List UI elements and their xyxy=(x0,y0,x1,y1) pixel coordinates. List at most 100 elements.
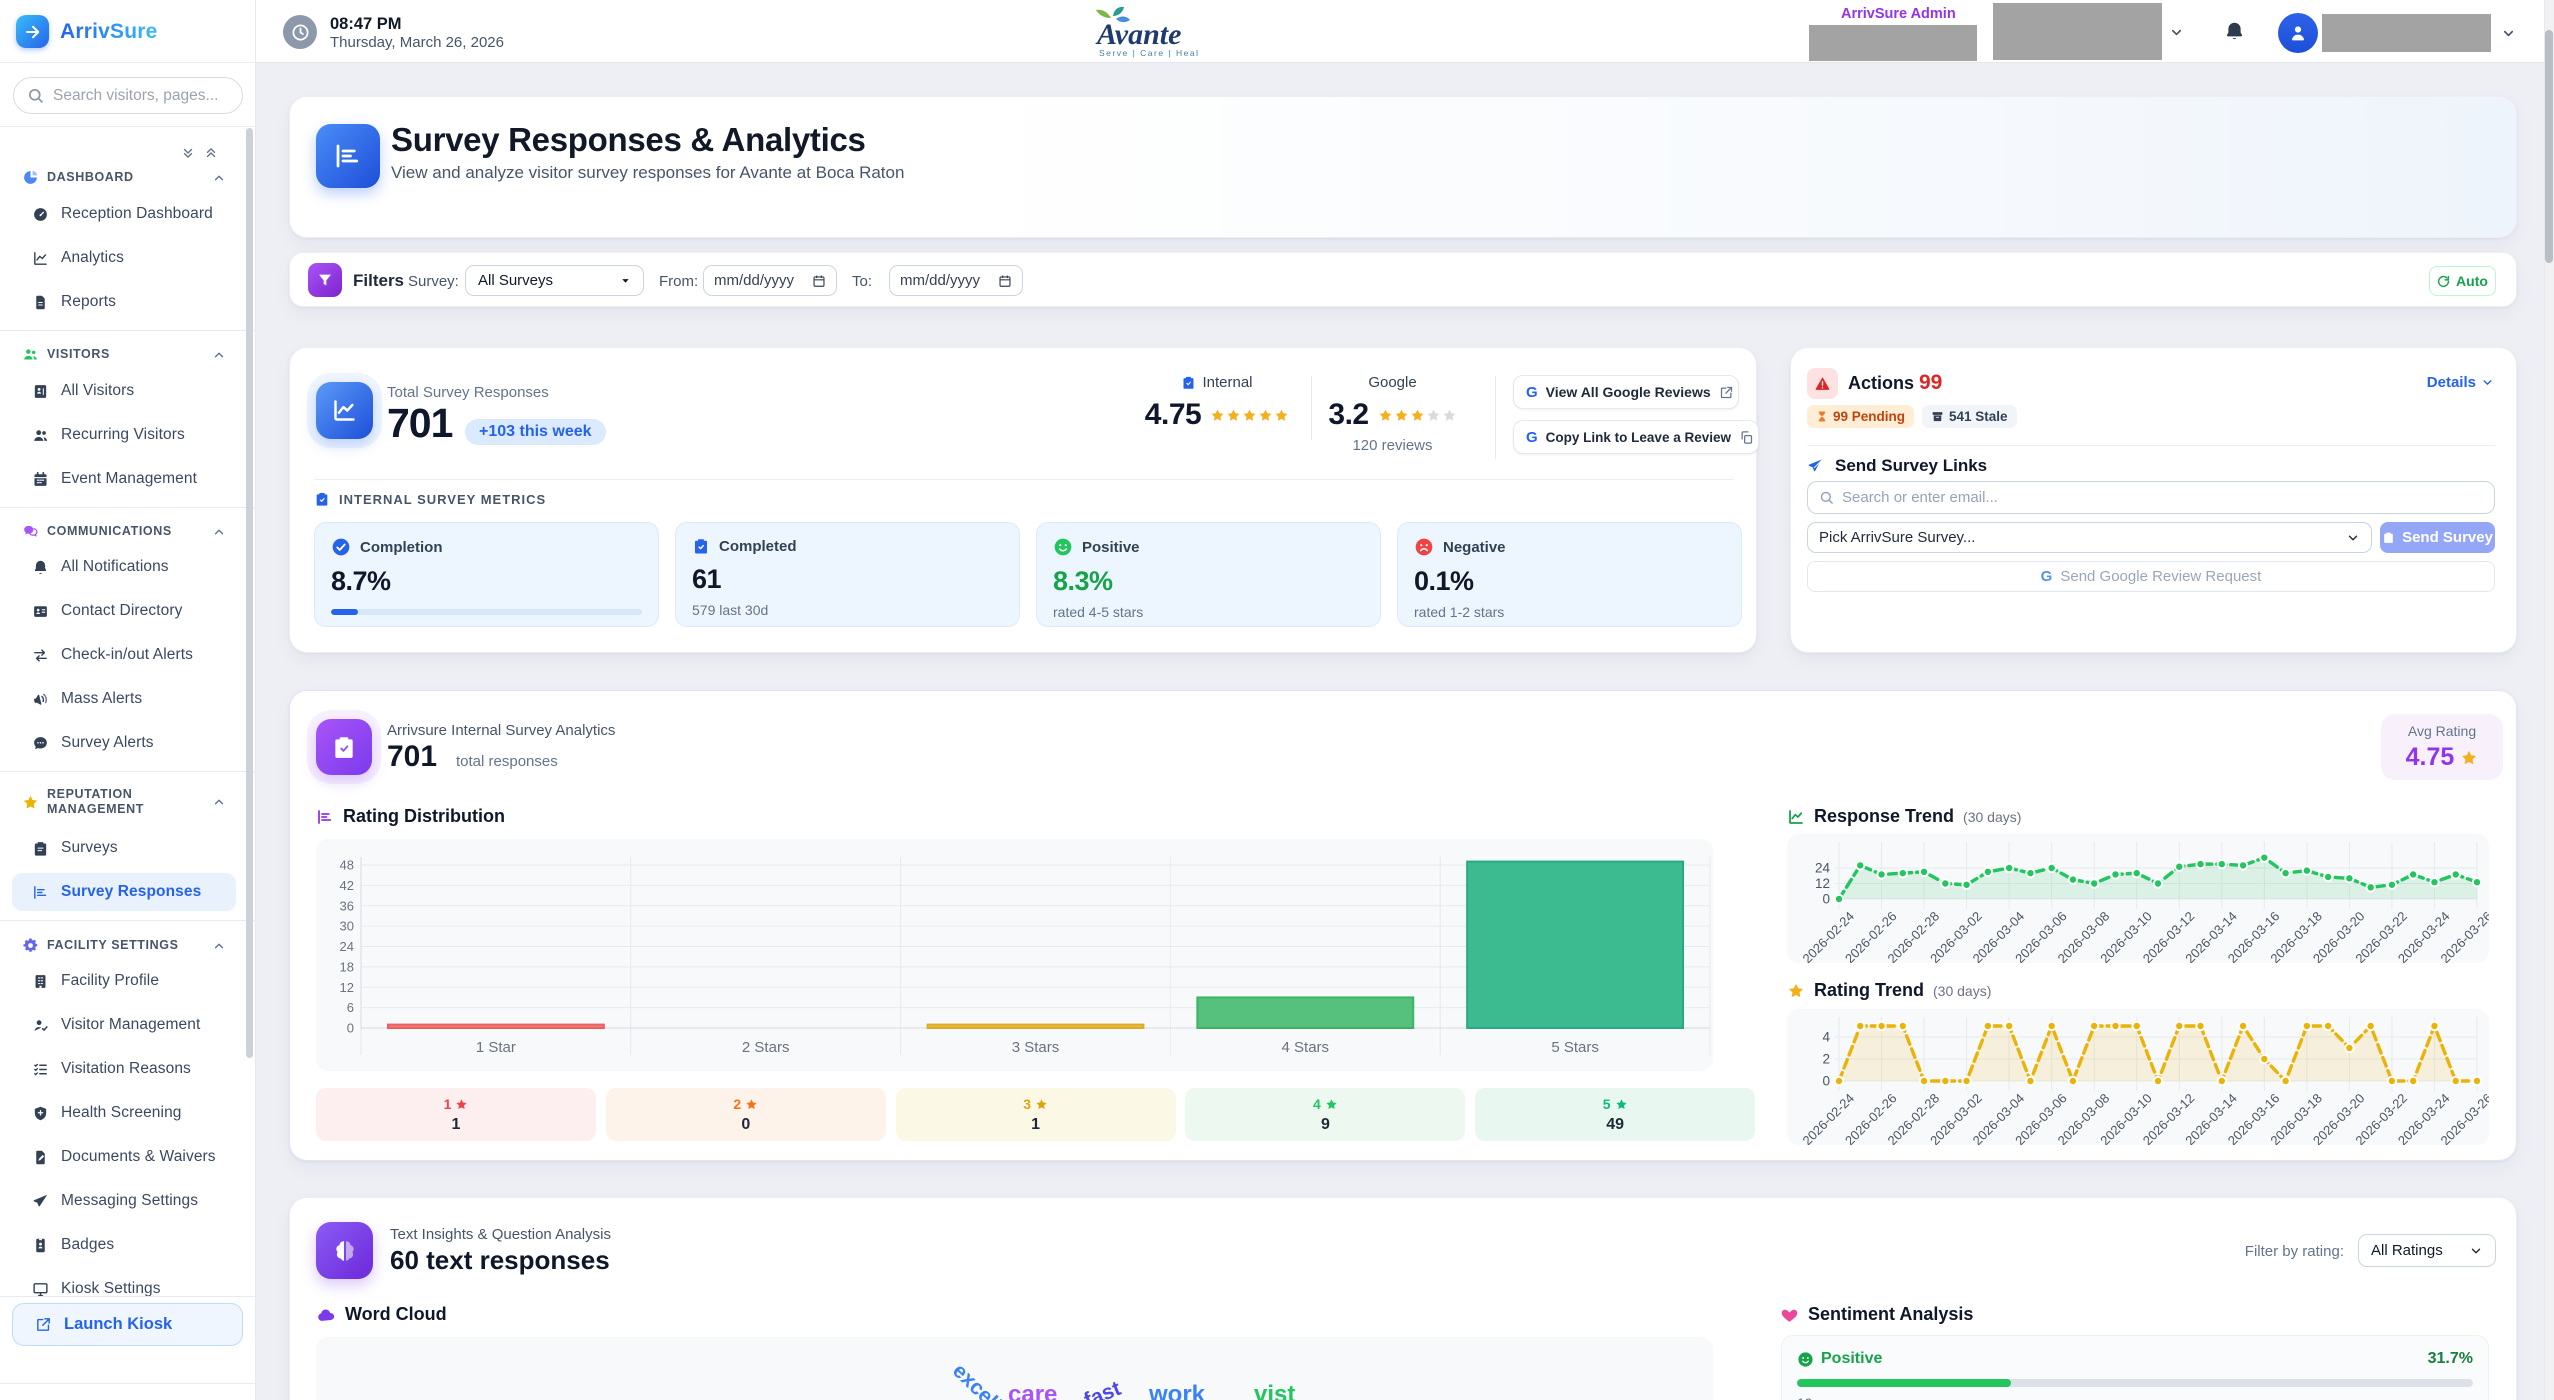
sidebar-item-reports[interactable]: Reports xyxy=(12,283,236,321)
alert-triangle-icon xyxy=(1807,368,1838,399)
sidebar-item-survey-responses[interactable]: Survey Responses xyxy=(12,873,236,911)
sidebar-item-facility-profile[interactable]: Facility Profile xyxy=(12,962,236,1000)
rating-distribution-chart: 0 6 12 18 24 30 36 42 48 1 Star 2 Stars 3 Stars 4 St… xyxy=(316,839,1713,1071)
pick-survey-select[interactable]: Pick ArrivSure Survey... xyxy=(1807,522,2372,553)
sidebar-section-4[interactable]: Facility Settings xyxy=(22,937,226,954)
user-menu-chevron-down-icon[interactable] xyxy=(2501,26,2516,41)
sidebar-item-health-screening[interactable]: Health Screening xyxy=(12,1094,236,1132)
send-google-review-button[interactable]: G Send Google Review Request xyxy=(1807,561,2495,592)
send-survey-links-label: Send Survey Links xyxy=(1835,456,1988,475)
pick-survey-value: Pick ArrivSure Survey... xyxy=(1819,529,1976,546)
collapse-all-icon[interactable] xyxy=(204,146,218,160)
rating-trend-title: Rating Trend (30 days) xyxy=(1787,980,1991,1001)
to-date-placeholder: mm/dd/yyyy xyxy=(900,272,981,289)
auto-refresh-button[interactable]: Auto xyxy=(2429,266,2496,296)
completion-progress-fill xyxy=(331,609,359,615)
sidebar-item-survey-alerts[interactable]: Survey Alerts xyxy=(12,724,236,762)
page-scrollbar-track[interactable] xyxy=(2544,0,2554,1400)
sidebar: ArrivSure Search visitors, pages... Dash… xyxy=(0,0,256,1400)
from-date-input[interactable]: mm/dd/yyyy xyxy=(703,265,837,296)
svg-text:42: 42 xyxy=(340,878,354,893)
metric-tile-negative: Negative 0.1% rated 1-2 stars xyxy=(1397,522,1742,627)
avg-rating-value: 4.75 xyxy=(2405,743,2455,771)
total-responses-label: Total Survey Responses xyxy=(387,384,549,401)
svg-text:4: 4 xyxy=(1822,1030,1830,1045)
sidebar-item-reception-dashboard[interactable]: Reception Dashboard xyxy=(12,195,236,233)
sidebar-item-visitation-reasons[interactable]: Visitation Reasons xyxy=(12,1050,236,1088)
svg-text:18: 18 xyxy=(340,959,354,974)
star-icon xyxy=(1275,409,1288,421)
svg-text:Serve | Care | Heal: Serve | Care | Heal xyxy=(1099,48,1199,58)
id-card-icon xyxy=(31,383,49,400)
email-search-input[interactable]: Search or enter email... xyxy=(1807,481,2495,514)
sentiment-responses-count: 19 responses xyxy=(1797,1395,2473,1400)
google-g-icon: G xyxy=(2040,568,2053,585)
view-google-reviews-button[interactable]: G View All Google Reviews xyxy=(1513,375,1739,409)
sidebar-item-visitor-management[interactable]: Visitor Management xyxy=(12,1006,236,1044)
sidebar-item-recurring-visitors[interactable]: Recurring Visitors xyxy=(12,416,236,454)
sidebar-item-contact-directory[interactable]: Contact Directory xyxy=(12,592,236,630)
sidebar-item-mass-alerts[interactable]: Mass Alerts xyxy=(12,680,236,718)
redacted-facility-selector[interactable] xyxy=(1993,3,2162,60)
sidebar-section-0[interactable]: Dashboard xyxy=(22,169,226,186)
star-icon xyxy=(746,1098,757,1109)
sidebar-item-analytics[interactable]: Analytics xyxy=(12,239,236,277)
section-chevron-up-icon xyxy=(212,171,226,185)
sidebar-item-all-notifications[interactable]: All Notifications xyxy=(12,548,236,586)
calendar-icon xyxy=(999,274,1011,287)
sidebar-item-check-in-out-alerts[interactable]: Check-in/out Alerts xyxy=(12,636,236,674)
sidebar-section-1[interactable]: Visitors xyxy=(22,346,226,363)
facility-chevron-down-icon[interactable] xyxy=(2169,25,2184,40)
send-survey-button[interactable]: Send Survey xyxy=(2380,522,2495,553)
calendar-icon xyxy=(31,471,49,488)
word-cloud-word[interactable]: work xyxy=(1149,1381,1206,1400)
word-cloud-word[interactable]: vist xyxy=(1254,1381,1296,1400)
rating-trend-label: Rating Trend xyxy=(1814,980,1925,1000)
sidebar-item-badges[interactable]: Badges xyxy=(12,1226,236,1264)
launch-kiosk-button[interactable]: Launch Kiosk xyxy=(12,1303,243,1346)
star-icon xyxy=(1211,409,1224,421)
sidebar-section-2[interactable]: Communications xyxy=(22,523,226,540)
expand-all-icon[interactable] xyxy=(181,146,195,160)
page-scrollbar-thumb[interactable] xyxy=(2545,30,2553,263)
details-link[interactable]: Details xyxy=(2427,374,2494,391)
notifications-bell-icon[interactable] xyxy=(2224,20,2245,43)
svg-text:0: 0 xyxy=(347,1021,354,1036)
actions-title: Actions xyxy=(1848,373,1915,393)
megaphone-icon xyxy=(31,691,49,708)
sidebar-search-input[interactable]: Search visitors, pages... xyxy=(13,77,243,114)
sidebar-item-all-visitors[interactable]: All Visitors xyxy=(12,372,236,410)
sidebar-item-documents-waivers[interactable]: Documents & Waivers xyxy=(12,1138,236,1176)
sidebar-section-3[interactable]: Reputation Management xyxy=(22,787,226,817)
internal-clipboard-icon xyxy=(1183,376,1194,389)
clock-icon xyxy=(283,15,317,49)
sidebar-item-surveys[interactable]: Surveys xyxy=(12,829,236,867)
word-cloud-word[interactable]: care xyxy=(1008,1381,1058,1400)
rating-tile-count: 49 xyxy=(1606,1116,1625,1133)
sidebar-item-messaging-settings[interactable]: Messaging Settings xyxy=(12,1182,236,1220)
brand-logo-icon[interactable] xyxy=(16,15,49,48)
rating-trend-chart: 0 2 4 2026-02-24 2026-02-26 2026-02-28 2026-03… xyxy=(1787,1009,2489,1145)
word-cloud-word[interactable]: fast xyxy=(1080,1376,1125,1400)
redacted-facility-name[interactable] xyxy=(1809,25,1977,61)
redacted-user-name[interactable] xyxy=(2322,14,2491,52)
svg-text:36: 36 xyxy=(340,898,354,913)
metrics-clipboard-icon xyxy=(316,493,328,506)
sidebar-item-kiosk-settings[interactable]: Kiosk Settings xyxy=(12,1270,236,1308)
response-trend-label: Response Trend xyxy=(1814,806,1955,826)
to-date-input[interactable]: mm/dd/yyyy xyxy=(889,265,1023,296)
sidebar-scrollbar[interactable] xyxy=(246,128,253,1058)
file-icon xyxy=(31,294,49,311)
total-responses-value: 701 xyxy=(387,400,453,446)
sidebar-item-event-management[interactable]: Event Management xyxy=(12,460,236,498)
check-circle-icon xyxy=(331,537,351,557)
user-avatar[interactable] xyxy=(2278,13,2318,53)
rating-tile-count: 9 xyxy=(1320,1116,1330,1133)
total-responses-card: Total Survey Responses 701 +103 this wee… xyxy=(289,347,1759,653)
cloud-icon xyxy=(318,1308,335,1321)
svg-text:Avante: Avante xyxy=(1095,18,1181,51)
metric-value: 61 xyxy=(692,564,722,594)
rating-filter-select[interactable]: All Ratings xyxy=(2358,1234,2496,1267)
copy-review-link-button[interactable]: G Copy Link to Leave a Review xyxy=(1513,420,1759,454)
survey-filter-select[interactable]: All Surveys xyxy=(465,265,644,296)
